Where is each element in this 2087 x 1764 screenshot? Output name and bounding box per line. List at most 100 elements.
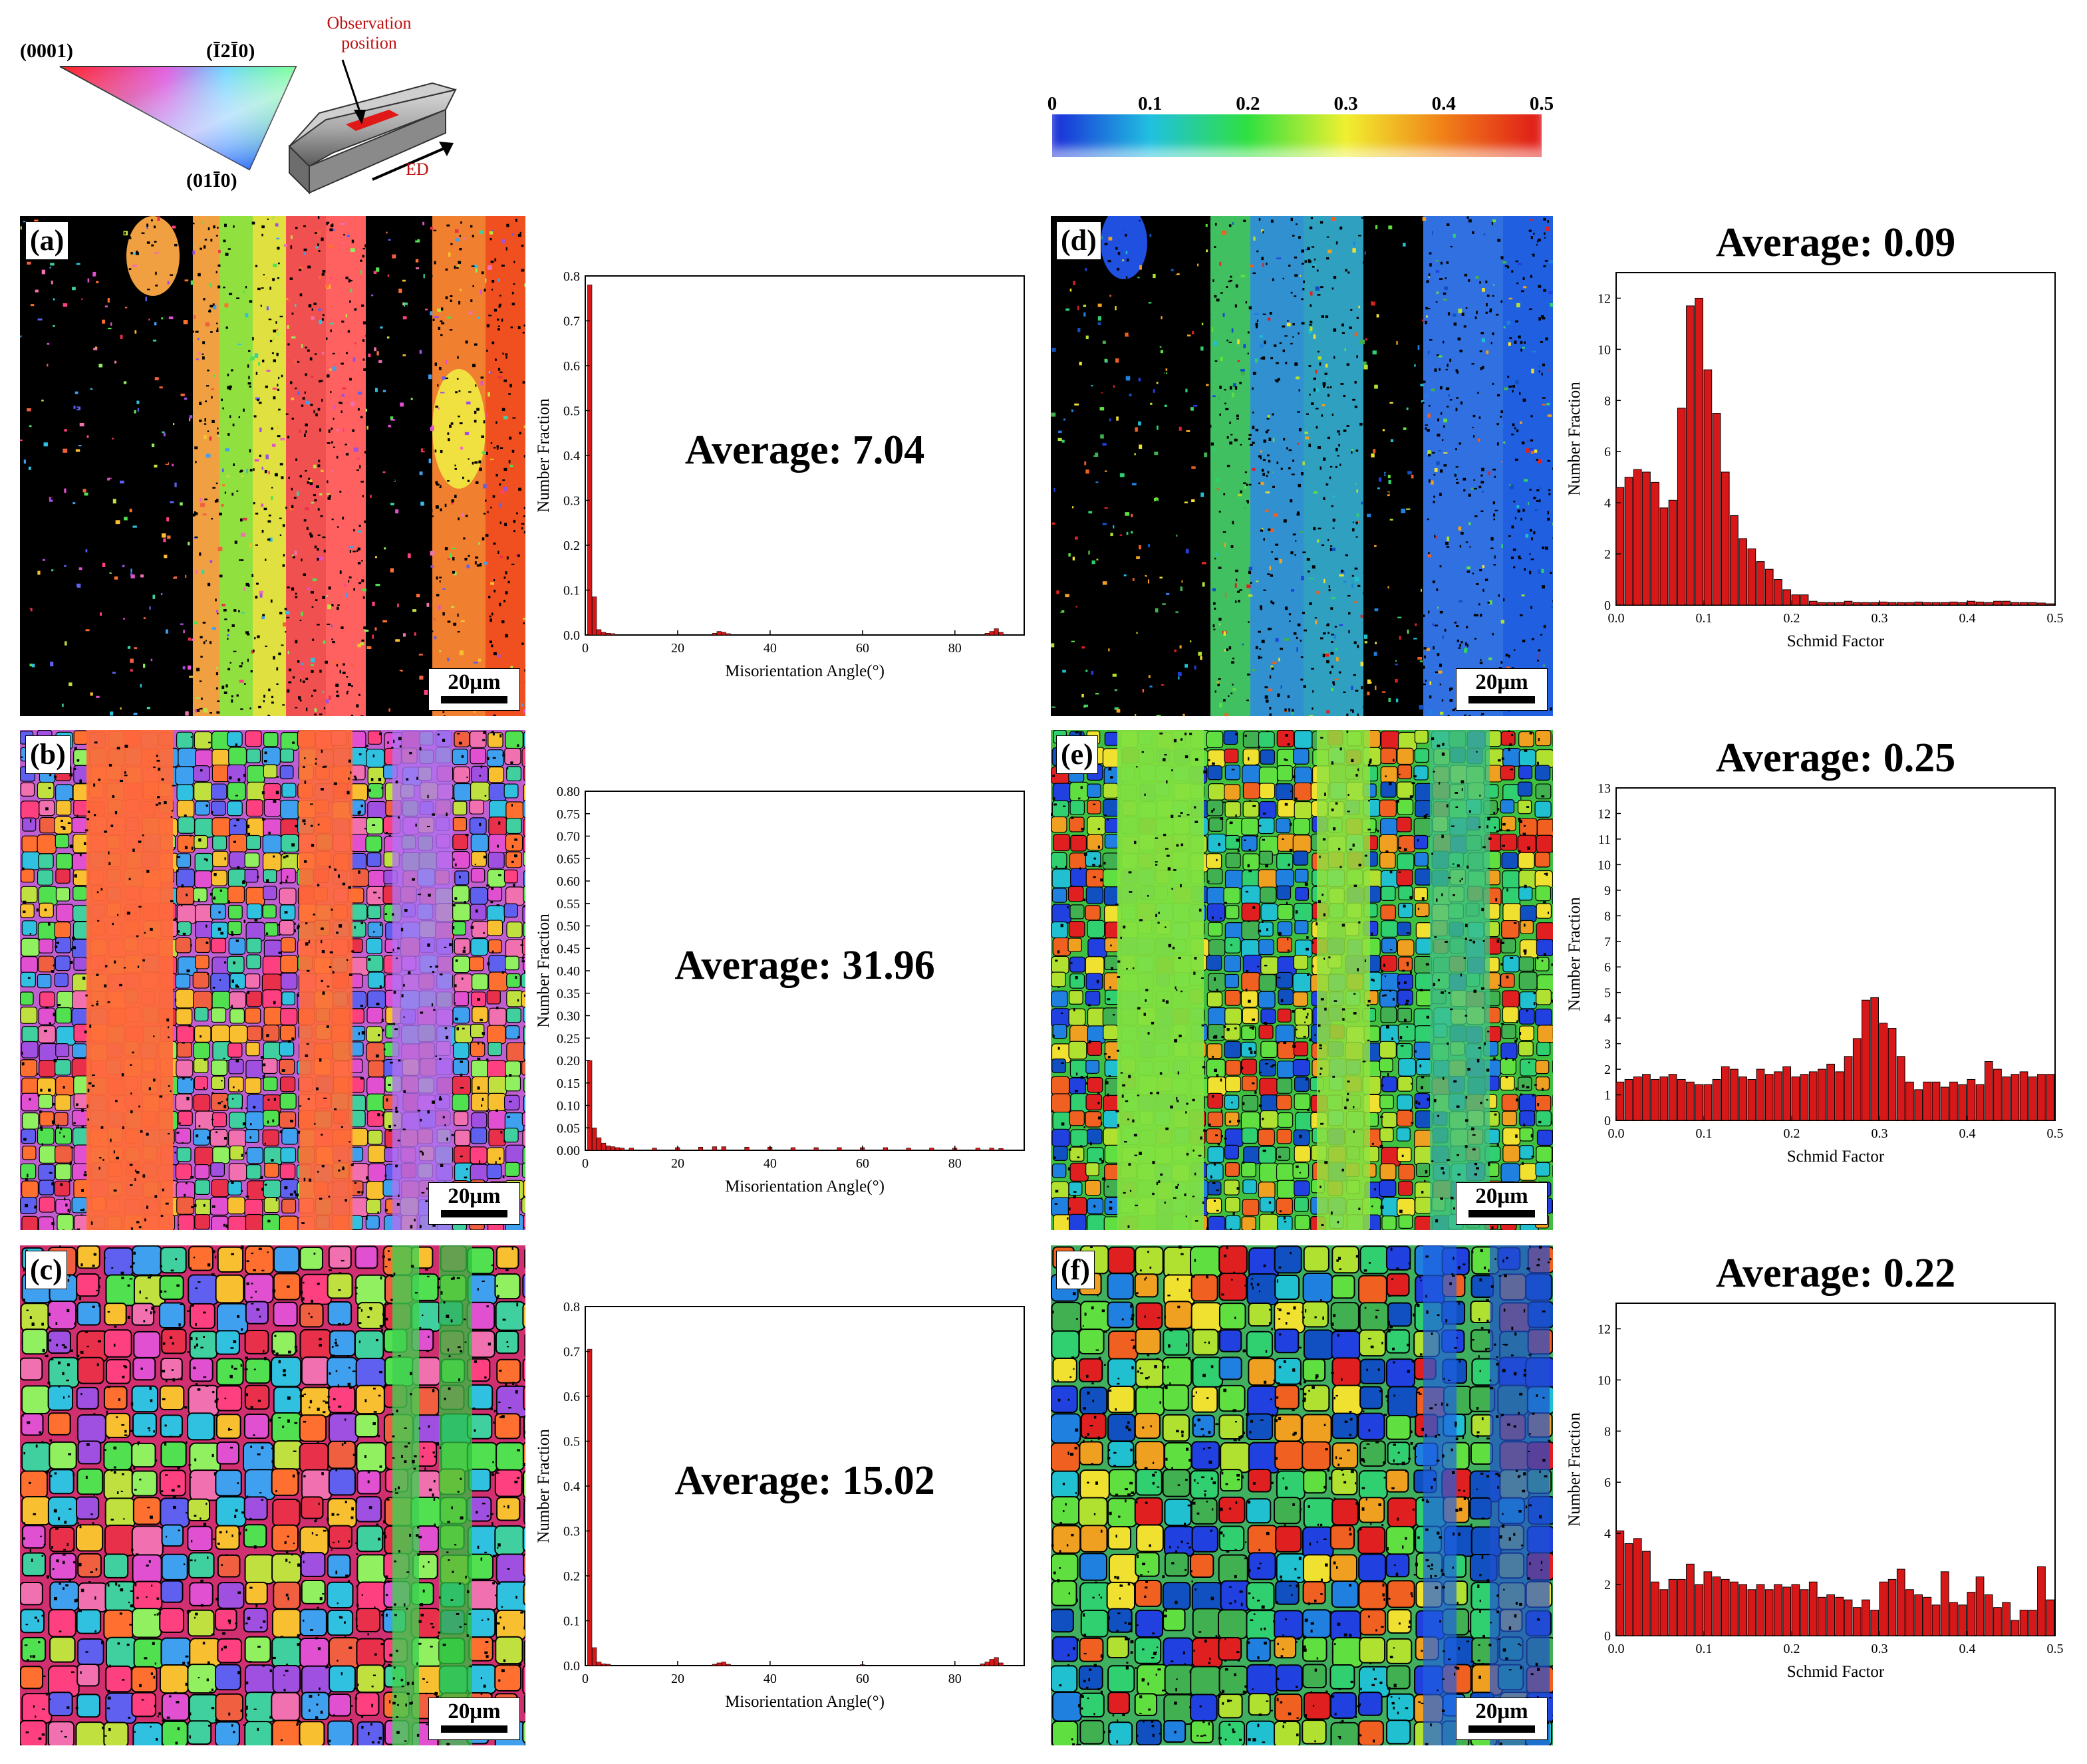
histogram-svg: 0.00 0.05 0.10 0.15 0.20 0.25 0.30 0.35 0.40 0.45… <box>535 785 1025 1196</box>
average-annotation: Average: 0.25 <box>1715 735 1956 781</box>
x-tick-label: 0.3 <box>1872 1126 1888 1141</box>
x-axis-label: Schmid Factor <box>1787 1148 1885 1166</box>
histogram-bar <box>790 1147 796 1151</box>
scale-bar-line <box>441 1210 507 1217</box>
histogram-bar <box>1633 1076 1642 1121</box>
histogram-bar <box>716 1662 722 1666</box>
histogram-bar <box>1826 1594 1835 1636</box>
histogram-bar <box>1739 538 1747 606</box>
histogram-bar <box>2028 1076 2037 1121</box>
histogram-bar <box>1800 1074 1809 1121</box>
schmid-map-image <box>1051 1245 1553 1745</box>
ed-label: ED <box>406 160 429 179</box>
histogram-bar <box>1862 999 1870 1121</box>
y-tick-label: 11 <box>1598 832 1611 847</box>
histogram-bar <box>716 631 722 636</box>
histogram-svg: 0.0 0.1 0.2 0.3 0.4 0.5 0.6 0.7 0.8 0 20 40 60 80 Miso… <box>535 269 1025 680</box>
histogram-bar <box>1712 413 1721 606</box>
histogram-bar <box>2046 1074 2054 1121</box>
histogram-bar <box>2037 602 2046 606</box>
histogram-bar <box>1624 1078 1633 1121</box>
histogram-bar <box>1782 1066 1791 1121</box>
histogram-bar <box>1949 601 1958 606</box>
scale-bar: 20μm <box>1456 668 1548 711</box>
y-tick-label: 0.25 <box>557 1031 580 1046</box>
histogram-bar <box>1870 997 1879 1121</box>
histogram-bar <box>615 1147 621 1151</box>
histogram-bar <box>1677 1078 1686 1121</box>
histogram-bar <box>906 1148 911 1151</box>
histogram-svg: 0.0 0.1 0.2 0.3 0.4 0.5 0.6 0.7 0.8 0 20 40 60 80 Miso… <box>535 1300 1025 1711</box>
y-tick-label: 0.00 <box>557 1144 580 1158</box>
x-tick-label: 60 <box>856 641 869 656</box>
histogram-bar <box>837 1147 842 1151</box>
histogram-bar <box>592 596 597 636</box>
histogram-bar <box>989 631 994 636</box>
scale-bar-line <box>1468 696 1535 703</box>
x-tick-label: 60 <box>856 1672 869 1686</box>
y-tick-label: 13 <box>1598 781 1611 796</box>
scale-bar-text: 20μm <box>448 1700 501 1723</box>
schmid-factor-histogram-e: 0 1 2 3 4 5 6 7 8 9 10 11 12 13 0.0 0.1 0.2 0.3 0.4 0.5 Schm… <box>1556 728 2082 1213</box>
observation-position-label: Observation position <box>327 13 412 53</box>
y-tick-label: 0.3 <box>563 494 580 509</box>
scale-bar: 20μm <box>428 1698 520 1740</box>
x-tick-label: 0.2 <box>1784 1126 1800 1141</box>
plot-frame <box>585 275 1025 636</box>
histogram-bar <box>1818 1596 1826 1636</box>
histogram-bar <box>1668 1578 1677 1636</box>
x-tick-label: 0.1 <box>1696 1126 1713 1141</box>
panel-label: (c) <box>25 1251 67 1289</box>
scale-bar: 20μm <box>428 668 520 711</box>
histogram-bar <box>712 1146 717 1151</box>
average-annotation: Average: 15.02 <box>674 1457 935 1503</box>
histogram-bar <box>1686 1081 1695 1121</box>
histogram-bar <box>721 1662 726 1666</box>
histogram-bar <box>989 1659 994 1666</box>
ipf-label-1210: (Ī2Ī0) <box>206 40 255 62</box>
x-tick-label: 0.5 <box>2047 611 2064 626</box>
histogram-bar <box>628 1148 634 1151</box>
panel-label: (d) <box>1056 221 1101 260</box>
x-tick-label: 0.2 <box>1784 1642 1800 1656</box>
histogram-bar <box>1905 1589 1914 1636</box>
ipf-triangle <box>59 66 297 171</box>
histogram-bar <box>1896 1569 1905 1636</box>
x-tick-label: 0.4 <box>1959 1126 1976 1141</box>
y-axis-label: Number Fraction <box>535 914 553 1028</box>
scale-bar-line <box>441 696 507 703</box>
ipf-label-0001: (0001) <box>20 40 73 62</box>
histogram-bar <box>1730 515 1739 606</box>
ipf-map-image <box>20 1245 525 1745</box>
y-tick-label: 0.45 <box>557 942 580 956</box>
ipf-map-a: (a) 20μm <box>20 216 525 716</box>
scale-bar-text: 20μm <box>1475 670 1528 694</box>
y-tick-label: 0.80 <box>557 785 580 799</box>
x-tick-label: 20 <box>671 1156 684 1171</box>
histogram-bar <box>2011 1074 2020 1121</box>
histogram-svg: 0 2 4 6 8 10 12 0.0 0.1 0.2 0.3 0.4 0.5 Schmid Factor… <box>1566 272 2064 650</box>
y-axis-label: Number Fraction <box>1566 1412 1584 1527</box>
histogram-bar <box>1703 369 1713 606</box>
ipf-map-b: (b) 20μm <box>20 730 525 1230</box>
scale-bar-line <box>1468 1725 1535 1733</box>
histogram-bar <box>1695 297 1704 606</box>
x-tick-label: 20 <box>671 1672 684 1686</box>
plot-frame <box>585 791 1025 1151</box>
histogram-bar <box>1633 1538 1642 1636</box>
ipf-label-0110: (01Ī0) <box>186 170 237 191</box>
histogram-bar <box>2028 1610 2037 1636</box>
average-annotation: Average: 31.96 <box>674 942 935 988</box>
histogram-svg: 0 2 4 6 8 10 12 0.0 0.1 0.2 0.3 0.4 0.5 Schmid Factor… <box>1566 1303 2064 1681</box>
x-tick-label: 0.0 <box>1608 611 1625 626</box>
histogram-bar <box>1615 487 1625 606</box>
histogram-bar <box>1940 1086 1949 1121</box>
x-tick-label: 60 <box>856 1156 869 1171</box>
histogram-bar <box>1668 499 1677 606</box>
histogram-bar <box>1818 602 1826 606</box>
histogram-bar <box>601 1142 607 1151</box>
y-tick-label: 4 <box>1604 1011 1611 1026</box>
histogram-bar <box>744 1146 750 1151</box>
histogram-bar <box>1624 477 1633 606</box>
x-tick-label: 0.0 <box>1608 1642 1625 1656</box>
